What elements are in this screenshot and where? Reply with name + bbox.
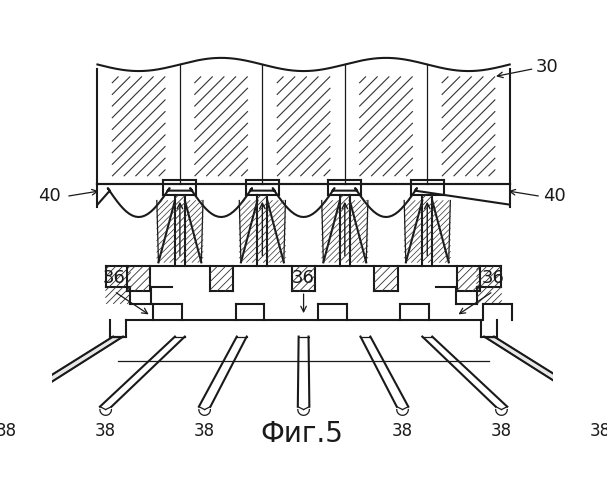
Text: 38: 38 [491,422,512,440]
Text: 36: 36 [103,269,126,287]
Text: 38: 38 [392,422,413,440]
Text: 38: 38 [590,422,607,440]
Text: 38: 38 [0,422,18,440]
Text: 30: 30 [536,58,559,76]
Text: 38: 38 [194,422,215,440]
Text: 38: 38 [95,422,117,440]
Text: Фиг.5: Фиг.5 [260,420,344,448]
Polygon shape [1,336,123,406]
Text: 40: 40 [543,188,566,206]
Text: 40: 40 [38,188,60,206]
Polygon shape [484,336,606,406]
Text: 36: 36 [482,269,504,287]
Text: 36: 36 [292,269,315,287]
